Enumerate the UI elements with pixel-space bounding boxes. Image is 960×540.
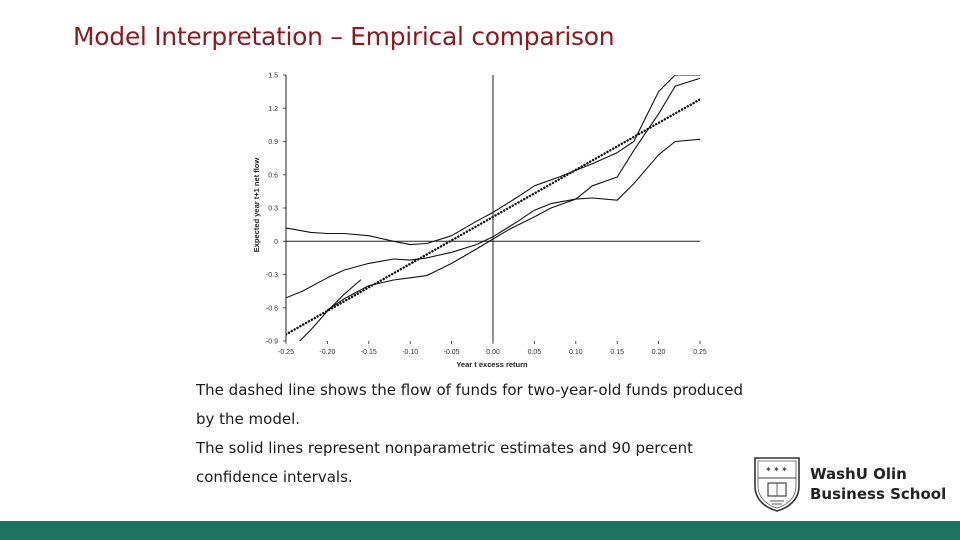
y-tick-label: 0 (274, 239, 278, 246)
school-wordmark: WashU Olin Business School (810, 464, 946, 504)
slide-title: Model Interpretation – Empirical compari… (73, 22, 615, 51)
svg-text:✦: ✦ (773, 465, 780, 474)
wordmark-line-1: WashU Olin (810, 465, 907, 483)
model-flow-line (286, 98, 700, 336)
x-tick-label: 0.10 (569, 349, 583, 356)
x-tick-label: -0.25 (278, 349, 294, 356)
washu-shield-logo: ✦ ✦ ✦ (754, 457, 800, 512)
x-tick-label: 0.25 (693, 349, 707, 356)
y-axis-label: Expected year t+1 net flow (252, 158, 261, 253)
x-tick-label: -0.10 (402, 349, 418, 356)
footer-bar (0, 521, 960, 540)
nonparametric-line-4 (298, 279, 362, 341)
caption: The dashed line shows the flow of funds … (196, 376, 786, 492)
y-tick-label: 0.3 (268, 206, 278, 213)
y-tick-label: 1.2 (268, 106, 278, 113)
x-tick-label: -0.05 (444, 349, 460, 356)
x-tick-label: 0.15 (610, 349, 624, 356)
y-tick-label: 0.9 (268, 139, 278, 146)
y-tick-label: 1.5 (268, 73, 278, 80)
y-tick-label: -0.6 (266, 305, 278, 312)
x-tick-label: -0.15 (361, 349, 377, 356)
svg-text:✦: ✦ (765, 465, 772, 474)
nonparametric-line-1 (326, 77, 700, 311)
reference-lines (286, 75, 700, 341)
x-tick-label: 0.00 (486, 349, 500, 356)
x-tick-label: -0.20 (319, 349, 335, 356)
caption-line: The solid lines represent nonparametric … (196, 439, 694, 457)
series-layer (286, 75, 700, 341)
x-axis-ticks: -0.25 -0.20 -0.15 -0.10 -0.05 0.00 0.05 0.10 0.1… (278, 341, 707, 356)
x-tick-label: 0.05 (528, 349, 542, 356)
nonparametric-line-2 (286, 75, 700, 246)
y-tick-label: -0.3 (266, 272, 278, 279)
caption-line: confidence intervals. (196, 468, 353, 486)
chart-background (240, 64, 720, 376)
y-tick-label: 0.6 (268, 172, 278, 179)
y-tick-label: -0.9 (266, 339, 278, 346)
x-tick-label: 0.20 (652, 349, 666, 356)
wordmark-line-2: Business School (810, 485, 947, 503)
svg-text:✦: ✦ (781, 465, 788, 474)
flow-performance-chart: 1.51.20.90.60.30-0.3-0.6-0.9 -0.25 -0.20-… (240, 64, 720, 376)
nonparametric-line-3 (286, 138, 700, 299)
caption-line: The dashed line shows the flow of funds … (196, 381, 744, 399)
caption-line: by the model. (196, 410, 301, 428)
x-axis-label: Year t excess return (456, 360, 528, 369)
y-axis-ticks: 1.5 1.2 0.9 0.6 0.3 0 -0.3 -0.6 -0.9 (266, 73, 286, 346)
